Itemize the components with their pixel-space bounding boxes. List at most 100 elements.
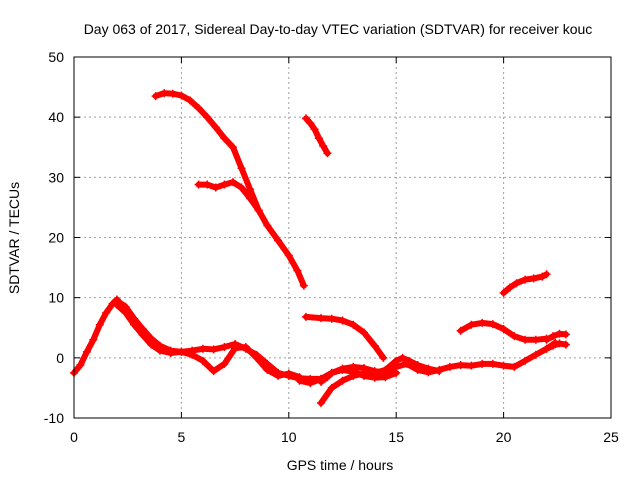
data-point [301,312,310,321]
y-axis-label: SDTVAR / TECUs [6,182,22,294]
data-point [499,324,508,333]
data-point [529,274,538,283]
data-point [299,281,308,290]
data-point [549,341,558,350]
data-point [488,359,497,368]
data-point [194,104,203,113]
data-point [456,361,465,370]
data-point [549,332,558,341]
data-point [538,272,547,281]
x-tick-label: 10 [281,429,297,445]
data-point [209,367,218,376]
data-point [314,134,323,143]
data-point [370,373,379,382]
data-point [317,398,326,407]
data-point [274,236,283,245]
y-tick-label: 20 [48,230,64,246]
data-point [138,330,147,339]
data-point [435,367,444,376]
data-point [445,362,454,371]
data-point [151,92,160,101]
data-point [338,376,347,385]
x-tick-label: 20 [496,429,512,445]
data-point [555,339,564,348]
data-point [252,353,261,362]
data-point [237,183,246,192]
data-point [220,180,229,189]
y-tick-label: 0 [56,350,64,366]
x-tick-label: 5 [178,429,186,445]
x-tick-label: 15 [388,429,404,445]
data-point [274,371,283,380]
data-point [349,367,358,376]
data-point [246,194,255,203]
y-tick-label: -10 [44,410,64,426]
data-point [359,371,368,380]
data-point [89,335,98,344]
data-point [381,365,390,374]
data-point [263,221,272,230]
data-point [478,318,487,327]
data-point [349,320,358,329]
data-point [185,96,194,105]
data-point [456,326,465,335]
data-point [531,335,540,344]
data-point [228,178,237,187]
data-point [370,341,379,350]
y-tick-label: 30 [48,169,64,185]
data-point [220,343,229,352]
series-trace [303,313,387,361]
data-point [506,283,515,292]
data-point [188,350,197,359]
data-point [306,379,315,388]
y-tick-label: 50 [48,49,64,65]
data-point [310,125,319,134]
data-point [263,365,272,374]
data-point [241,343,250,352]
data-point [467,320,476,329]
data-point [488,320,497,329]
data-point [512,279,521,288]
data-point [203,113,212,122]
data-point [317,314,326,323]
data-point [211,183,220,192]
data-point [209,345,218,354]
data-point [293,266,302,275]
data-point [301,114,310,123]
data-point [317,374,326,383]
series-trace [296,366,400,387]
data-point [203,180,212,189]
data-point [542,335,551,344]
data-points [70,89,570,407]
data-point [392,356,401,365]
x-tick-label: 0 [70,429,78,445]
data-point [76,361,85,370]
data-point [327,314,336,323]
data-point [95,320,104,329]
data-point [338,316,347,325]
data-point [102,308,111,317]
data-point [424,364,433,373]
data-point [327,383,336,392]
data-point [211,123,220,132]
series-trace [152,90,307,289]
data-point [220,359,229,368]
data-point [306,119,315,128]
data-point [155,346,164,355]
data-point [284,369,293,378]
data-point [398,353,407,362]
data-point [499,361,508,370]
data-point [338,365,347,374]
x-tick-label: 25 [603,429,619,445]
data-point [194,180,203,189]
data-point [561,330,570,339]
data-point [413,361,422,370]
data-point [177,347,186,356]
data-point [231,344,240,353]
data-point [121,308,130,317]
data-point [392,368,401,377]
data-point [499,288,508,297]
grid-lines [74,57,611,418]
data-point [228,143,237,152]
